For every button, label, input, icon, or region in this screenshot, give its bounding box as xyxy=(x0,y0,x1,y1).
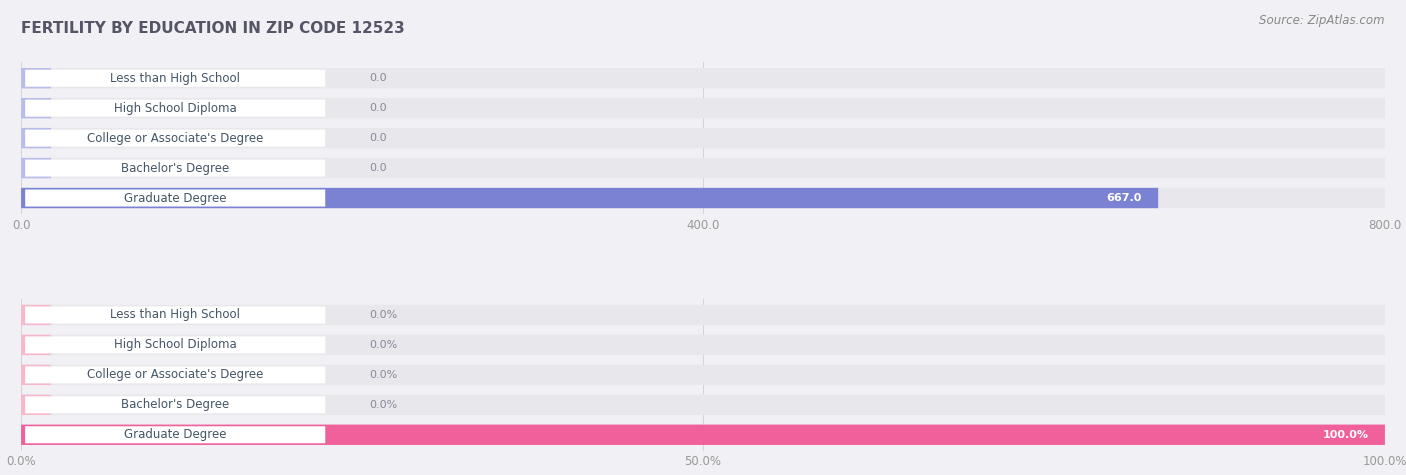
FancyBboxPatch shape xyxy=(21,305,1385,325)
Text: 667.0: 667.0 xyxy=(1107,193,1142,203)
Text: FERTILITY BY EDUCATION IN ZIP CODE 12523: FERTILITY BY EDUCATION IN ZIP CODE 12523 xyxy=(21,21,405,37)
FancyBboxPatch shape xyxy=(21,335,51,355)
Text: Less than High School: Less than High School xyxy=(110,308,240,322)
Text: College or Associate's Degree: College or Associate's Degree xyxy=(87,132,263,144)
FancyBboxPatch shape xyxy=(25,160,325,177)
FancyBboxPatch shape xyxy=(21,365,51,385)
FancyBboxPatch shape xyxy=(25,426,325,443)
FancyBboxPatch shape xyxy=(25,336,325,353)
FancyBboxPatch shape xyxy=(21,335,1385,355)
Text: High School Diploma: High School Diploma xyxy=(114,338,236,352)
FancyBboxPatch shape xyxy=(25,190,325,207)
FancyBboxPatch shape xyxy=(21,395,1385,415)
FancyBboxPatch shape xyxy=(21,425,1385,445)
Text: 0.0: 0.0 xyxy=(368,103,387,113)
Text: College or Associate's Degree: College or Associate's Degree xyxy=(87,369,263,381)
FancyBboxPatch shape xyxy=(25,130,325,147)
FancyBboxPatch shape xyxy=(21,68,51,88)
Text: Bachelor's Degree: Bachelor's Degree xyxy=(121,162,229,175)
Text: 0.0: 0.0 xyxy=(368,133,387,143)
Text: Bachelor's Degree: Bachelor's Degree xyxy=(121,399,229,411)
FancyBboxPatch shape xyxy=(21,98,51,118)
FancyBboxPatch shape xyxy=(25,70,325,87)
Text: 100.0%: 100.0% xyxy=(1323,430,1368,440)
FancyBboxPatch shape xyxy=(25,306,325,323)
Text: 0.0%: 0.0% xyxy=(368,370,396,380)
FancyBboxPatch shape xyxy=(21,395,51,415)
FancyBboxPatch shape xyxy=(21,158,51,178)
Text: Source: ZipAtlas.com: Source: ZipAtlas.com xyxy=(1260,14,1385,27)
Text: High School Diploma: High School Diploma xyxy=(114,102,236,114)
FancyBboxPatch shape xyxy=(21,128,1385,148)
Text: Graduate Degree: Graduate Degree xyxy=(124,428,226,441)
Text: 0.0: 0.0 xyxy=(368,163,387,173)
FancyBboxPatch shape xyxy=(21,188,1159,208)
FancyBboxPatch shape xyxy=(21,68,1385,88)
FancyBboxPatch shape xyxy=(25,396,325,413)
FancyBboxPatch shape xyxy=(25,100,325,117)
FancyBboxPatch shape xyxy=(21,365,1385,385)
FancyBboxPatch shape xyxy=(21,305,51,325)
Text: Graduate Degree: Graduate Degree xyxy=(124,191,226,205)
Text: 0.0%: 0.0% xyxy=(368,340,396,350)
Text: 0.0%: 0.0% xyxy=(368,400,396,410)
FancyBboxPatch shape xyxy=(25,366,325,383)
Text: 0.0%: 0.0% xyxy=(368,310,396,320)
Text: 0.0: 0.0 xyxy=(368,73,387,83)
FancyBboxPatch shape xyxy=(21,158,1385,178)
FancyBboxPatch shape xyxy=(21,128,51,148)
FancyBboxPatch shape xyxy=(21,425,1385,445)
FancyBboxPatch shape xyxy=(21,188,1385,208)
FancyBboxPatch shape xyxy=(21,98,1385,118)
Text: Less than High School: Less than High School xyxy=(110,72,240,85)
